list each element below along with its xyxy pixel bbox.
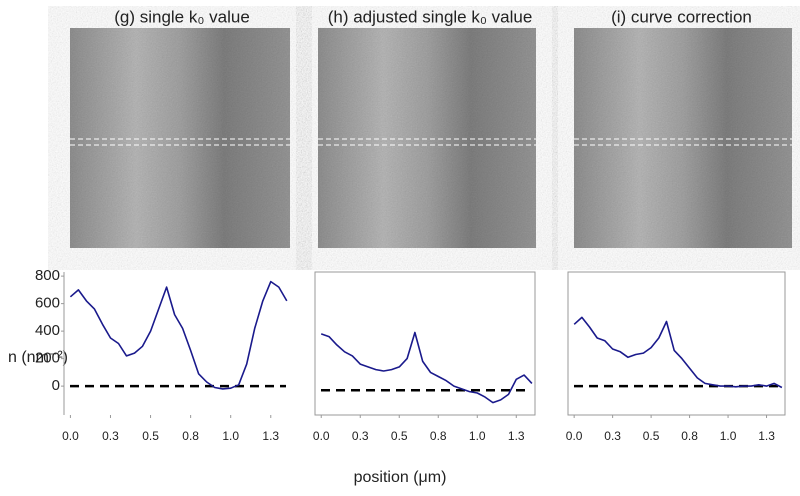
y-tick-label: 0	[52, 377, 60, 394]
image-i	[574, 28, 792, 248]
x-tick-label: 1.3	[508, 429, 525, 443]
image-h	[318, 28, 536, 248]
x-tick-label: 0.3	[352, 429, 369, 443]
x-tick-label: 1.3	[262, 429, 279, 443]
plot-frame	[64, 272, 290, 415]
x-tick-label: 0.8	[430, 429, 447, 443]
y-tick-label: 600	[35, 295, 60, 312]
chart-title: (g) single k₀ value	[114, 7, 250, 26]
data-line	[320, 331, 533, 404]
chart-title: (h) adjusted single k₀ value	[328, 7, 533, 26]
x-tick-label: 0.5	[391, 429, 408, 443]
plot-frame	[567, 271, 786, 416]
y-tick-label: 400	[35, 322, 60, 339]
x-tick-label: 0.0	[566, 429, 583, 443]
plot-frame	[314, 271, 536, 416]
x-tick-label: 0.0	[313, 429, 330, 443]
x-tick-label: 1.0	[469, 429, 486, 443]
x-tick-label: 0.3	[102, 429, 119, 443]
x-tick-label: 0.5	[643, 429, 660, 443]
x-tick-label: 1.0	[222, 429, 239, 443]
x-tick-label: 0.3	[604, 429, 621, 443]
y-tick-label: 800	[35, 267, 60, 284]
x-tick-label: 0.0	[62, 429, 79, 443]
chart-title: (i) curve correction	[611, 7, 752, 26]
x-tick-label: 0.8	[182, 429, 199, 443]
x-tick-label: 1.0	[720, 429, 737, 443]
x-tick-label: 0.5	[142, 429, 159, 443]
y-tick-label: 200	[35, 350, 60, 367]
x-tick-label: 0.8	[681, 429, 698, 443]
y-axis-label: n (nm⁻²)	[8, 349, 68, 366]
image-g	[70, 28, 290, 248]
data-line	[573, 316, 783, 389]
data-line	[69, 280, 288, 390]
x-axis-label: position (μm)	[354, 469, 447, 486]
x-tick-label: 1.3	[758, 429, 775, 443]
